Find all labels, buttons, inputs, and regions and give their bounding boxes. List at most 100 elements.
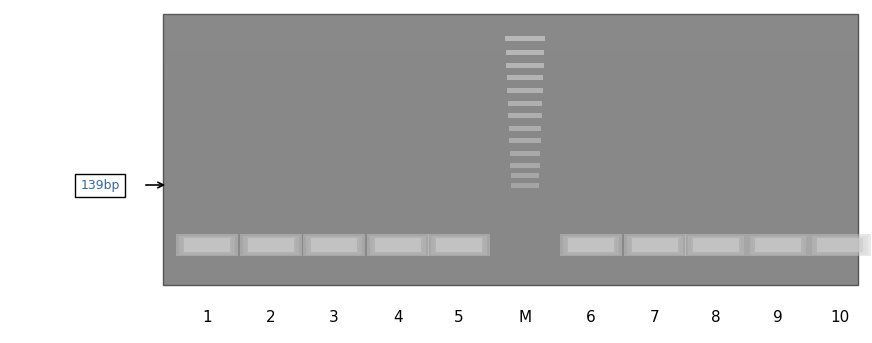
Bar [243,236,299,255]
Text: 3: 3 [329,310,339,325]
Bar [747,234,809,256]
Bar [691,237,741,253]
Bar [311,238,357,252]
Bar [434,237,484,253]
Bar [375,238,421,252]
Bar [431,236,487,255]
Bar [240,234,302,256]
Bar [630,237,680,253]
Bar [163,131,858,134]
Text: 7: 7 [651,310,660,325]
Bar [510,173,540,177]
Bar [163,47,858,50]
Bar [303,234,365,256]
Bar [182,237,232,253]
Bar [163,26,858,29]
Bar [163,143,858,146]
Bar [632,238,678,252]
Bar [163,92,858,95]
Bar [560,234,622,256]
Bar [750,236,806,255]
Bar [163,125,858,128]
Text: 1: 1 [202,310,212,325]
Bar [373,237,423,253]
Text: 8: 8 [712,310,721,325]
Bar [163,80,858,83]
Bar [163,107,858,110]
Bar [246,237,296,253]
Bar [563,236,619,255]
Bar [163,14,858,17]
Bar [815,237,865,253]
Bar [163,122,858,125]
Bar [163,119,858,122]
Bar [688,236,744,255]
Bar [163,53,858,56]
Bar [163,101,858,104]
Bar [163,140,858,143]
Bar [163,14,858,285]
Text: M: M [519,310,532,325]
Bar [506,49,544,55]
Bar [511,182,539,188]
Bar [184,238,230,252]
Bar [693,238,739,252]
Bar [179,236,235,255]
Bar [163,83,858,86]
Bar [812,236,868,255]
Text: 9: 9 [773,310,783,325]
Text: 4: 4 [393,310,403,325]
Text: 139bp: 139bp [80,178,119,191]
Bar [163,62,858,65]
Bar [163,65,858,68]
Bar [753,237,803,253]
Bar [163,86,858,89]
Bar [163,110,858,113]
Bar [163,71,858,74]
Bar [507,62,543,68]
Bar [163,113,858,116]
Bar [163,98,858,101]
Bar [627,236,683,255]
Bar [163,17,858,20]
Bar [163,41,858,44]
Bar [163,104,858,107]
Bar [176,234,238,256]
Bar [163,95,858,98]
Bar [163,29,858,32]
Bar [163,23,858,26]
Bar [163,74,858,77]
Text: 5: 5 [454,310,464,325]
Bar [568,238,614,252]
Bar [163,77,858,80]
Bar [248,238,294,252]
Bar [163,44,858,47]
Bar [163,68,858,71]
Bar [685,234,747,256]
Bar [624,234,686,256]
Bar [163,35,858,38]
Bar [163,116,858,119]
Bar [370,236,426,255]
Bar [817,238,863,252]
Bar [163,137,858,140]
Bar [755,238,801,252]
Text: 10: 10 [830,310,849,325]
Bar [506,35,545,40]
Bar [309,237,359,253]
Bar [510,163,540,167]
Bar [508,126,542,130]
Bar [163,50,858,53]
Bar [428,234,490,256]
Bar [163,128,858,131]
Bar [508,87,542,93]
Bar [163,20,858,23]
Bar [163,56,858,59]
Bar [509,138,541,142]
Bar [509,151,541,155]
Bar [507,74,543,80]
Bar [436,238,482,252]
Bar [163,32,858,35]
Bar [508,113,542,118]
Bar [306,236,362,255]
